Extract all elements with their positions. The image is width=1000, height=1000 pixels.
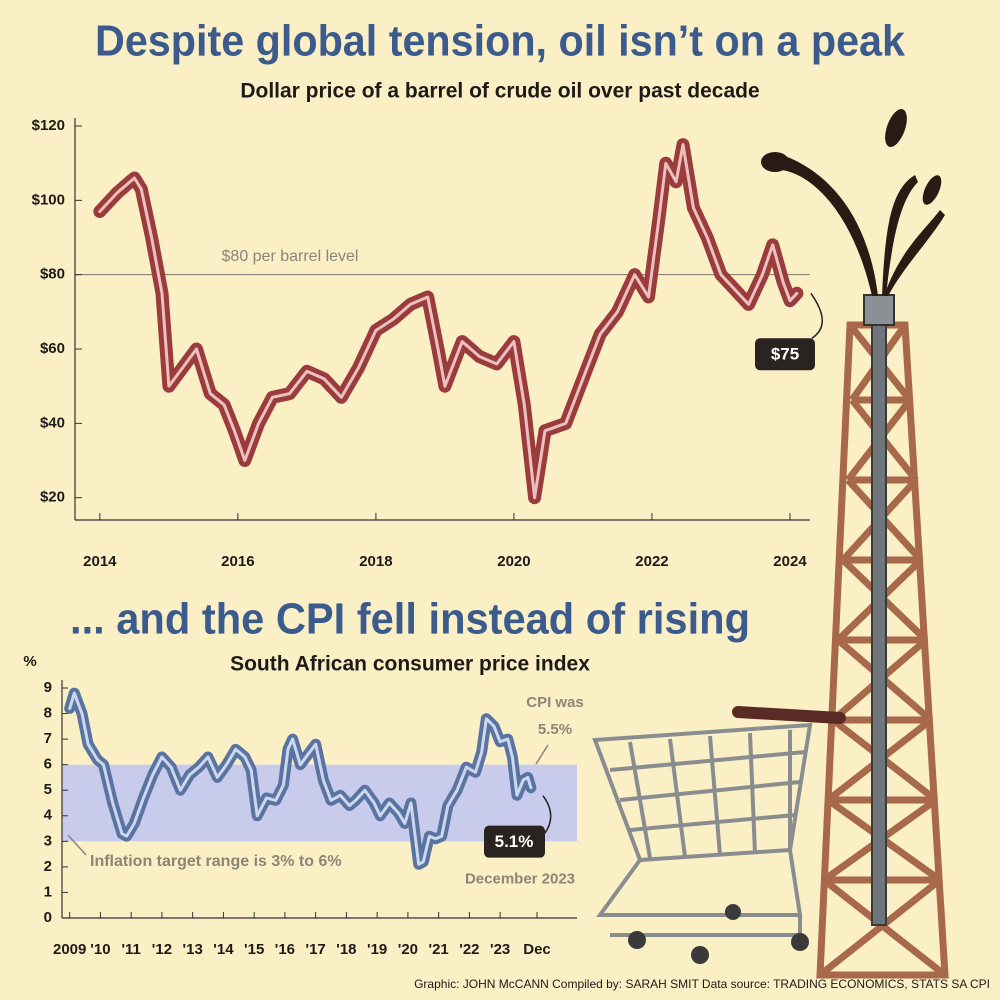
oil-gush (761, 108, 945, 296)
y-axis-unit: % (23, 653, 36, 670)
chart-subtitle: Dollar price of a barrel of crude oil ov… (240, 80, 759, 103)
callout-label: 5.1% (495, 832, 534, 851)
x-tick-label: 2024 (773, 553, 807, 570)
x-tick-label: 2009 (53, 941, 86, 958)
x-tick-label: '18 (336, 941, 356, 958)
y-tick-label: $60 (40, 340, 65, 357)
x-tick-label: 2016 (221, 553, 254, 570)
line-highlight (68, 691, 533, 866)
x-tick-label: '19 (367, 941, 387, 958)
pipe-head (863, 294, 895, 326)
x-tick-label: 2018 (359, 553, 392, 570)
x-tick-label: '13 (183, 941, 203, 958)
callout-label: $75 (771, 345, 799, 364)
line-highlight (98, 143, 799, 500)
x-tick-label: '14 (213, 941, 234, 958)
x-tick-label: 2022 (635, 553, 668, 570)
callout-leader (810, 292, 824, 339)
y-tick-label: $100 (32, 191, 65, 208)
note-label: CPI was (526, 694, 584, 711)
y-tick-label: 2 (44, 858, 52, 875)
note-label: 5.5% (538, 721, 572, 738)
y-tick-label: 4 (44, 807, 53, 824)
x-tick-label: 2020 (497, 553, 530, 570)
y-tick-label: 9 (44, 679, 52, 696)
x-tick-label: '20 (398, 941, 418, 958)
cart-wheels (628, 904, 809, 964)
x-tick-label: '10 (90, 941, 110, 958)
callout-date: December 2023 (465, 871, 575, 888)
x-tick-label: '17 (306, 941, 326, 958)
y-tick-label: $80 (40, 266, 65, 283)
cart-handle (732, 706, 846, 724)
chart-title: ... and the CPI fell instead of rising (70, 595, 750, 644)
note-leader (535, 744, 549, 765)
x-tick-label: '22 (459, 941, 479, 958)
y-tick-label: 0 (44, 909, 52, 926)
x-tick-label: '21 (429, 941, 449, 958)
y-tick-label: 5 (44, 781, 52, 798)
y-tick-label: 3 (44, 832, 52, 849)
y-tick-label: $20 (40, 489, 65, 506)
y-tick-label: $40 (40, 414, 65, 431)
y-tick-label: 6 (44, 756, 52, 773)
reference-label: $80 per barrel level (222, 248, 359, 265)
band-leader (67, 834, 87, 856)
x-tick-label: '23 (490, 941, 510, 958)
y-tick-label: 7 (44, 730, 52, 747)
x-tick-label: '16 (275, 941, 295, 958)
y-tick-label: 1 (44, 883, 52, 900)
band-label: Inflation target range is 3% to 6% (90, 853, 342, 870)
pipe (871, 309, 887, 926)
credits: Graphic: JOHN McCANN Compiled by: SARAH … (414, 977, 990, 991)
chart-title: Despite global tension, oil isn’t on a p… (95, 17, 905, 66)
x-tick-label: '12 (152, 941, 172, 958)
x-tick-label: 2014 (83, 553, 117, 570)
x-tick-label: '15 (244, 941, 264, 958)
chart-subtitle: South African consumer price index (230, 653, 590, 676)
callout-box (484, 825, 545, 858)
y-tick-label: 8 (44, 705, 52, 722)
x-tick-label: '11 (121, 941, 140, 958)
callout-box (755, 338, 815, 371)
x-tick-label: Dec (523, 941, 551, 958)
y-tick-label: $120 (32, 117, 65, 134)
